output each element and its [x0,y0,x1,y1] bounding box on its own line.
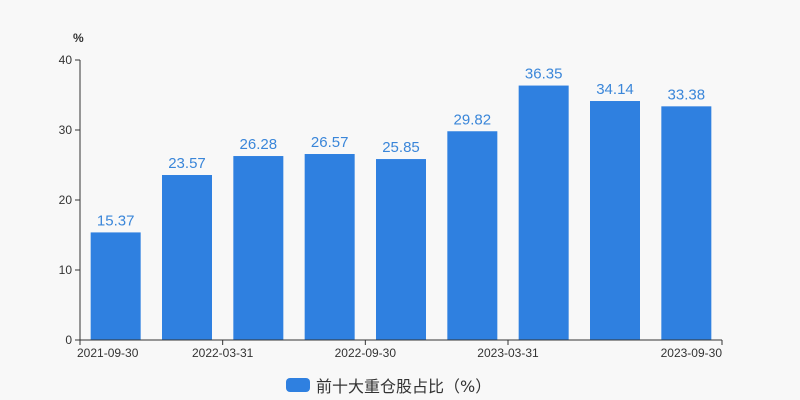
x-tick-label: 2023-03-31 [477,346,539,360]
bar[interactable] [447,131,498,340]
bar-value-label: 29.82 [454,111,492,128]
y-tick-label: 30 [59,123,73,137]
y-tick-label: 10 [59,263,73,277]
bar-value-label: 26.57 [311,134,349,151]
legend[interactable]: 前十大重仓股占比（%） [286,374,491,396]
bar-value-label: 36.35 [525,66,563,83]
y-tick-label: 0 [65,333,72,347]
bar[interactable] [518,85,569,340]
x-tick-label: 2023-09-30 [661,346,723,360]
legend-label: 前十大重仓股占比（%） [316,377,492,396]
y-axis-unit-label: % [73,31,84,45]
bar-value-label: 23.57 [168,155,206,172]
y-tick-label: 20 [59,193,73,207]
bar[interactable] [376,159,426,340]
bar-value-label: 26.28 [240,136,278,153]
legend-swatch [286,378,310,392]
bar-value-label: 25.85 [382,139,420,156]
bar[interactable] [233,156,284,340]
bar[interactable] [590,101,640,341]
x-tick-label: 2022-03-31 [192,346,254,360]
x-tick-label: 2022-09-30 [335,346,397,360]
y-tick-label: 40 [59,53,73,67]
bar-value-label: 34.14 [596,81,634,98]
bar[interactable] [162,175,212,340]
x-tick-label: 2021-09-30 [77,346,139,360]
bar-value-label: 33.38 [668,86,706,103]
bar[interactable] [661,106,712,340]
bar[interactable] [304,154,355,340]
bar-value-label: 15.37 [97,212,135,229]
bar[interactable] [90,232,141,340]
